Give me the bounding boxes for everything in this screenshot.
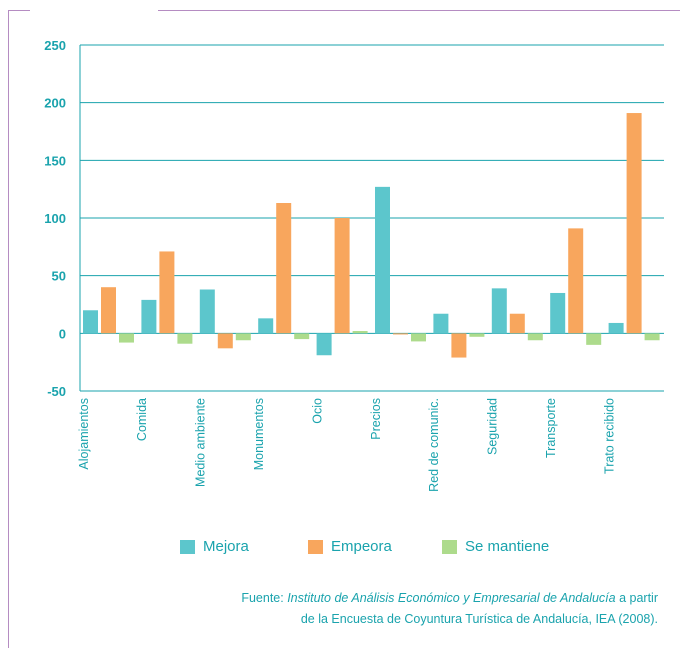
bar-mejora (141, 299, 157, 334)
bar-se-mantiene (586, 333, 602, 345)
x-tick-label: Trato recibido (602, 398, 616, 474)
x-tick-label: Transporte (544, 398, 558, 458)
legend-item-mejora: Mejora (180, 538, 249, 555)
bar-empeora (101, 287, 116, 334)
source-prefix: Fuente: (241, 591, 288, 605)
y-tick-label: 250 (44, 38, 66, 53)
legend: Mejora Empeora Se mantiene (0, 538, 680, 558)
bar-chart: -50 0 50 100 150 200 250 Alojamientos Comida Medi… (44, 38, 664, 492)
bar-mejora (550, 292, 566, 334)
y-tick-label: -50 (47, 384, 66, 399)
x-tick-label: Red de comunic. (427, 398, 441, 492)
x-tick-label: Precios (369, 398, 383, 440)
bar-empeora (217, 333, 233, 349)
bar-mejora (316, 333, 332, 356)
legend-label-se-mantiene: Se mantiene (465, 538, 550, 555)
bar-se-mantiene (469, 333, 485, 337)
legend-item-se-mantiene: Se mantiene (442, 538, 549, 555)
bar-mejora (433, 313, 449, 334)
legend-swatch-mejora (180, 539, 195, 554)
frame-border-left (8, 10, 9, 648)
x-tick-label: Medio ambiente (194, 398, 208, 487)
x-tick-label: Monumentos (252, 398, 266, 470)
bar-se-mantiene (352, 331, 368, 334)
x-tick-label: Comida (135, 398, 149, 441)
y-tick-label: 100 (44, 211, 66, 226)
source-note: Fuente: Instituto de Análisis Económico … (58, 588, 658, 630)
y-tick-label: 200 (44, 96, 66, 111)
bar-empeora (159, 251, 175, 334)
bar-se-mantiene (411, 333, 426, 342)
bar-mejora (83, 310, 98, 334)
frame-border-top-right (158, 10, 680, 11)
source-suffix: a partir (615, 591, 658, 605)
y-tick-label: 50 (52, 269, 66, 284)
bar-se-mantiene (235, 333, 251, 341)
bar-se-mantiene (294, 333, 310, 340)
bar-mejora (199, 289, 215, 334)
legend-item-empeora: Empeora (308, 538, 392, 555)
bar-mejora (491, 288, 507, 334)
bar-se-mantiene (527, 333, 543, 341)
x-tick-label: Alojamientos (77, 398, 91, 470)
bar-se-mantiene (644, 333, 660, 341)
x-tick-label: Seguridad (486, 398, 500, 455)
x-tick-label: Ocio (310, 398, 324, 424)
source-line-1: Fuente: Instituto de Análisis Económico … (58, 588, 658, 609)
bar-se-mantiene (177, 333, 193, 344)
bar-mejora (375, 186, 390, 334)
bar-empeora (276, 203, 292, 334)
frame-border-top-left (8, 10, 30, 11)
bar-mejora (608, 322, 624, 334)
bar-empeora (626, 113, 642, 334)
y-tick-label: 150 (44, 153, 66, 168)
bar-se-mantiene (119, 333, 134, 343)
bar-empeora (568, 228, 584, 334)
bar-empeora (334, 218, 350, 334)
legend-label-empeora: Empeora (331, 538, 392, 555)
bar-empeora (393, 333, 408, 335)
legend-swatch-se-mantiene (442, 539, 457, 554)
bar-mejora (258, 318, 274, 334)
source-line-2: de la Encuesta de Coyuntura Turística de… (300, 612, 658, 626)
legend-label-mejora: Mejora (203, 538, 249, 555)
y-tick-label: 0 (59, 326, 66, 341)
source-institution: Instituto de Análisis Económico y Empres… (287, 591, 616, 605)
bar-empeora (451, 333, 467, 358)
legend-swatch-empeora (308, 539, 323, 554)
bar-empeora (509, 313, 525, 334)
